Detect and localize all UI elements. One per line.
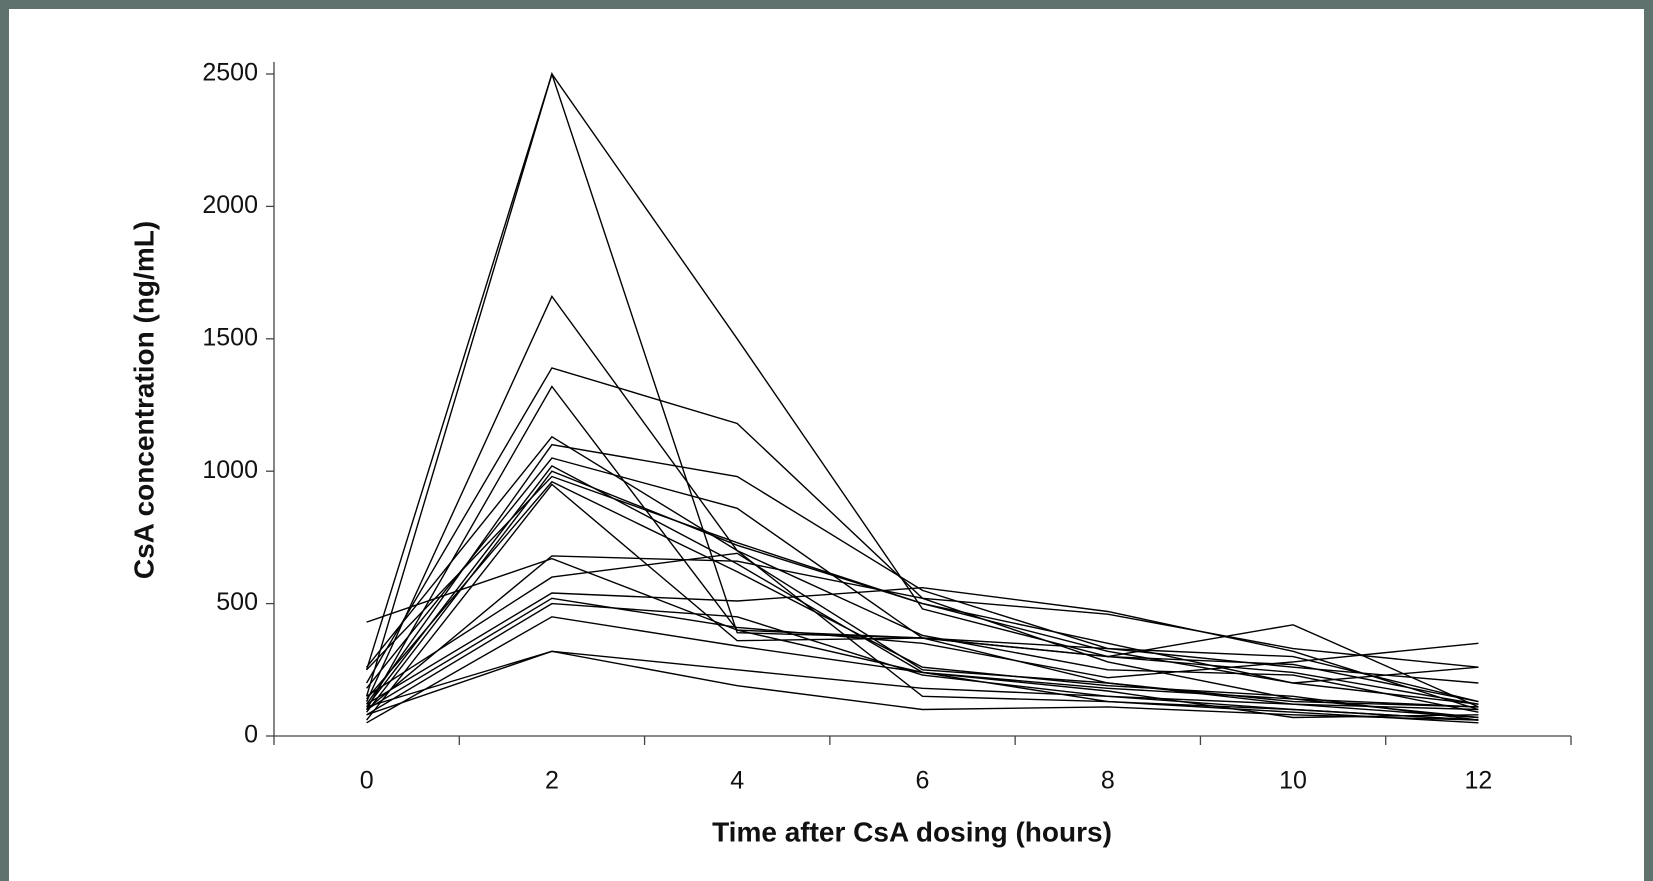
- y-tick-label: 500: [216, 588, 258, 616]
- series-line: [366, 475, 1479, 705]
- x-tick-label: 10: [1279, 767, 1307, 795]
- x-tick-label: 2: [545, 767, 559, 795]
- x-axis-title: Time after CsA dosing (hours): [712, 816, 1112, 847]
- x-tick-label: 4: [730, 767, 744, 795]
- y-tick-label: 2000: [202, 191, 258, 219]
- x-tick-label: 8: [1101, 767, 1115, 795]
- y-tick-label: 1000: [202, 456, 258, 484]
- series-line: [366, 435, 1479, 713]
- series-line: [366, 602, 1479, 721]
- y-tick-label: 2500: [202, 59, 258, 87]
- series-line: [366, 443, 1479, 705]
- series-line: [366, 597, 1479, 711]
- y-tick-label: 0: [244, 721, 258, 749]
- series-line: [366, 616, 1479, 724]
- series-line: [366, 555, 1479, 711]
- x-tick-label: 12: [1464, 767, 1492, 795]
- series-line: [366, 650, 1479, 721]
- y-axis-title: CsA concentration (ng/mL): [128, 221, 159, 579]
- x-tick-label: 6: [916, 767, 930, 795]
- series-line: [366, 586, 1479, 711]
- y-tick-label: 1500: [202, 323, 258, 351]
- x-tick-label: 0: [360, 767, 374, 795]
- series-line: [365, 71, 1479, 703]
- series-line: [366, 480, 1479, 721]
- series-line: [366, 483, 1479, 721]
